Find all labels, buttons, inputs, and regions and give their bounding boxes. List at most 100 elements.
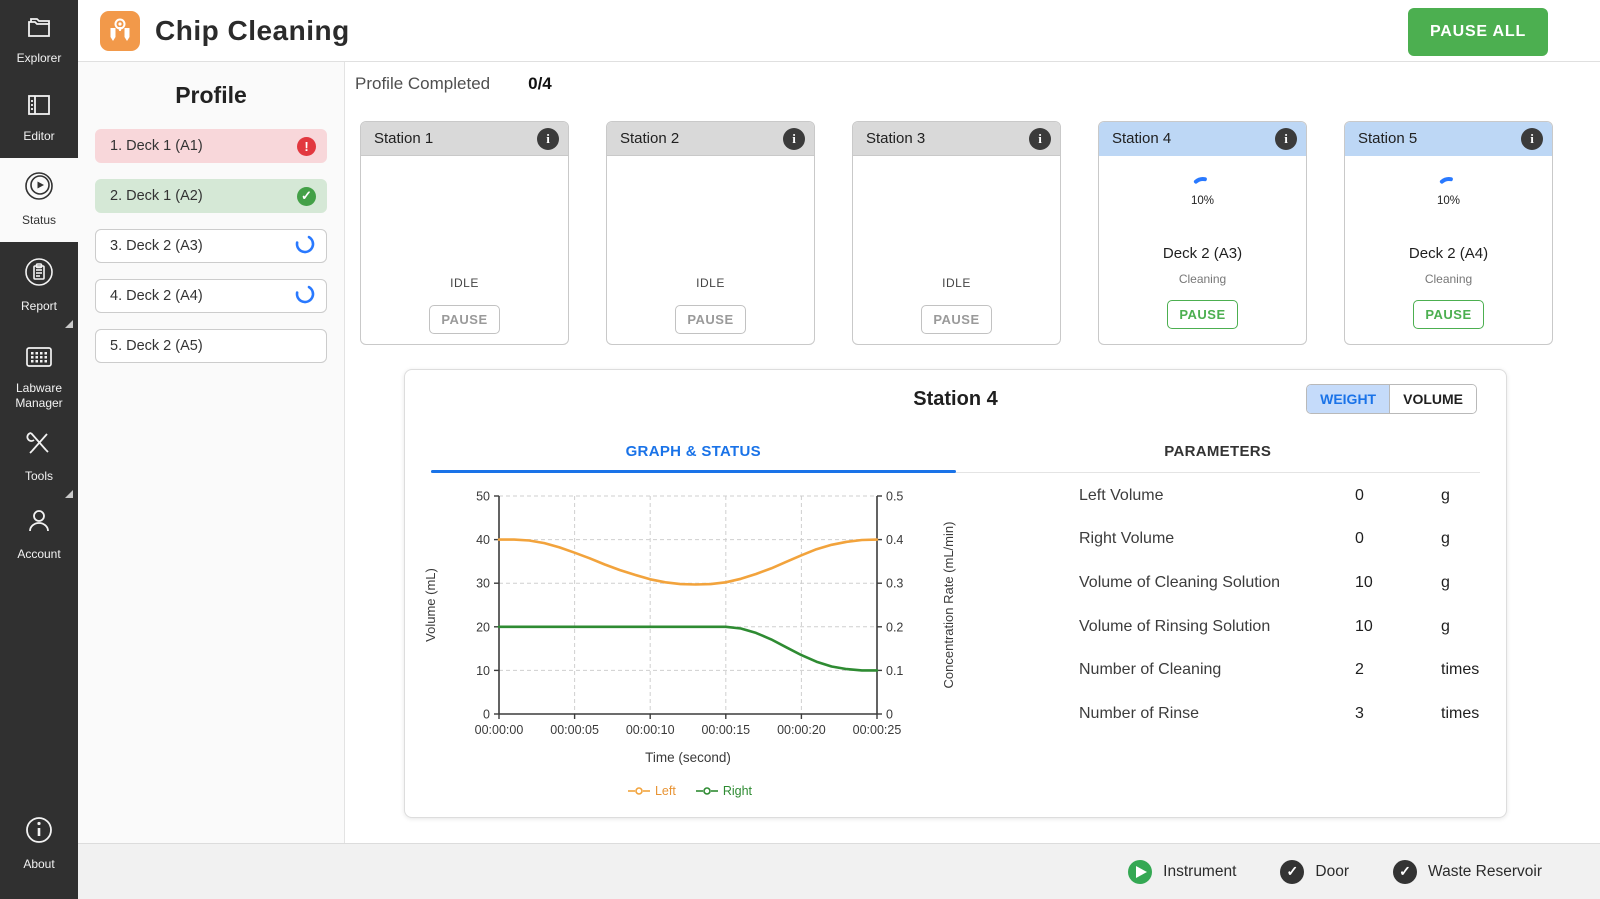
profile-item-deck2-a4[interactable]: 4. Deck 2 (A4) <box>95 279 327 313</box>
legend-item-left[interactable]: Left <box>627 784 676 798</box>
check-circle-icon: ✓ <box>1280 859 1305 884</box>
svg-text:0.4: 0.4 <box>886 533 903 547</box>
svg-text:0.5: 0.5 <box>886 490 903 504</box>
station-pause-button[interactable]: PAUSE <box>921 305 992 334</box>
parameter-label: Left Volume <box>1079 486 1164 504</box>
weight-toggle-button[interactable]: WEIGHT <box>1307 385 1390 413</box>
station-pause-button[interactable]: PAUSE <box>1413 300 1484 329</box>
info-icon[interactable]: i <box>1029 127 1051 150</box>
station-progress-percent: 10% <box>1190 195 1215 207</box>
svg-text:00:00:05: 00:00:05 <box>550 723 599 737</box>
legend-item-right[interactable]: Right <box>695 784 752 798</box>
svg-text:0: 0 <box>483 708 490 722</box>
footer-waste-reservoir-status: ✓ Waste Reservoir <box>1393 859 1542 884</box>
svg-text:20: 20 <box>476 620 490 634</box>
info-icon[interactable]: i <box>1521 127 1543 150</box>
status-footer: Instrument ✓ Door ✓ Waste Reservoir <box>78 843 1600 899</box>
parameter-unit: g <box>1441 530 1450 548</box>
parameter-value: 0 <box>1355 530 1364 548</box>
station-card-header: Station 3 i <box>853 122 1060 156</box>
parameters-list: Left Volume 0 g Right Volume 0 g Volume … <box>1079 474 1489 736</box>
app-title: Chip Cleaning <box>155 14 350 46</box>
sidebar-item-labware-manager[interactable]: Labware Manager <box>0 344 78 411</box>
info-icon[interactable]: i <box>1275 127 1297 150</box>
station-card-1: Station 1 i IDLE PAUSE <box>360 121 569 345</box>
info-icon[interactable]: i <box>783 127 805 150</box>
folder-icon <box>25 14 53 45</box>
sidebar-item-about[interactable]: About <box>0 814 78 872</box>
profile-completed-row: Profile Completed 0/4 <box>355 74 552 94</box>
top-bar: Chip Cleaning PAUSE ALL <box>78 0 1600 62</box>
station-name: Station 5 <box>1358 130 1418 147</box>
sidebar-item-label: Status <box>21 213 57 227</box>
labware-grid-icon <box>24 344 54 375</box>
sidebar-item-label: Tools <box>24 469 53 483</box>
legend-right-marker-icon <box>695 787 718 795</box>
station-card-2: Station 2 i IDLE PAUSE <box>606 121 815 345</box>
station-progress-percent: 10% <box>1436 195 1461 207</box>
station-card-4: Station 4 i 10% Deck 2 (A3) Cleaning PAU… <box>1098 121 1307 345</box>
svg-text:50: 50 <box>476 490 490 504</box>
sidebar-item-account[interactable]: Account <box>0 506 78 562</box>
profile-item-deck1-a2[interactable]: 2. Deck 1 (A2) ✓ <box>95 179 327 213</box>
parameter-row: Right Volume 0 g <box>1079 518 1489 562</box>
svg-text:0.1: 0.1 <box>886 664 903 678</box>
station-body: IDLE PAUSE <box>361 156 568 344</box>
svg-text:0: 0 <box>886 708 893 722</box>
progress-spinner-icon <box>1191 174 1215 193</box>
volume-toggle-button[interactable]: VOLUME <box>1389 385 1476 413</box>
progress-spinner-icon <box>1437 174 1461 193</box>
svg-text:40: 40 <box>476 533 490 547</box>
sidebar-item-label: Report <box>20 299 58 313</box>
spinner-icon <box>294 283 316 309</box>
station-pause-button[interactable]: PAUSE <box>675 305 746 334</box>
report-icon <box>23 256 55 293</box>
submenu-triangle-icon <box>65 490 73 498</box>
profile-item-label: 2. Deck 1 (A2) <box>110 188 203 204</box>
info-icon[interactable]: i <box>537 127 559 150</box>
svg-text:00:00:25: 00:00:25 <box>853 723 902 737</box>
tab-parameters[interactable]: PARAMETERS <box>1164 442 1272 460</box>
tab-graph-status[interactable]: GRAPH & STATUS <box>625 442 761 460</box>
sidebar-item-status[interactable]: Status <box>0 158 78 242</box>
stations-row: Station 1 i IDLE PAUSE Station 2 i IDLE … <box>360 121 1553 345</box>
parameter-value: 10 <box>1355 617 1373 635</box>
station-card-3: Station 3 i IDLE PAUSE <box>852 121 1061 345</box>
station-card-header: Station 1 i <box>361 122 568 156</box>
tools-icon <box>24 428 54 463</box>
sidebar-item-tools[interactable]: Tools <box>0 428 78 498</box>
station-status-text: IDLE <box>696 276 725 290</box>
detail-tabs: GRAPH & STATUS PARAMETERS <box>431 432 1480 470</box>
app-logo-icon <box>100 10 140 51</box>
status-play-icon <box>23 170 55 207</box>
svg-text:00:00:15: 00:00:15 <box>701 723 750 737</box>
spinner-icon <box>294 233 316 259</box>
footer-instrument-status: Instrument <box>1128 859 1237 884</box>
pause-all-button[interactable]: PAUSE ALL <box>1408 8 1548 56</box>
sidebar-item-label: Account <box>17 547 61 561</box>
parameter-row: Number of Rinse 3 times <box>1079 692 1489 736</box>
sidebar-item-report[interactable]: Report <box>0 256 78 328</box>
sidebar-item-explorer[interactable]: Explorer <box>0 14 78 66</box>
svg-text:0.3: 0.3 <box>886 577 903 591</box>
parameter-value: 2 <box>1355 661 1364 679</box>
main-content: Profile Completed 0/4 Station 1 i IDLE P… <box>345 62 1600 843</box>
profile-item-deck2-a5[interactable]: 5. Deck 2 (A5) <box>95 329 327 363</box>
svg-text:00:00:10: 00:00:10 <box>626 723 675 737</box>
parameter-unit: times <box>1441 661 1480 679</box>
station-pause-button[interactable]: PAUSE <box>429 305 500 334</box>
footer-label: Door <box>1315 862 1350 880</box>
check-icon: ✓ <box>297 186 316 206</box>
parameter-unit: g <box>1441 573 1450 591</box>
station-pause-button[interactable]: PAUSE <box>1167 300 1238 329</box>
station-card-header: Station 4 i <box>1099 122 1306 156</box>
account-person-icon <box>24 506 54 541</box>
profile-item-deck2-a3[interactable]: 3. Deck 2 (A3) <box>95 229 327 263</box>
sidebar-item-editor[interactable]: Editor <box>0 92 78 144</box>
footer-label: Instrument <box>1163 862 1237 880</box>
parameter-label: Volume of Rinsing Solution <box>1079 617 1271 635</box>
profile-item-deck1-a1[interactable]: 1. Deck 1 (A1) ! <box>95 129 327 163</box>
parameter-value: 10 <box>1355 573 1373 591</box>
footer-label: Waste Reservoir <box>1428 862 1542 880</box>
station-name: Station 1 <box>374 130 434 147</box>
